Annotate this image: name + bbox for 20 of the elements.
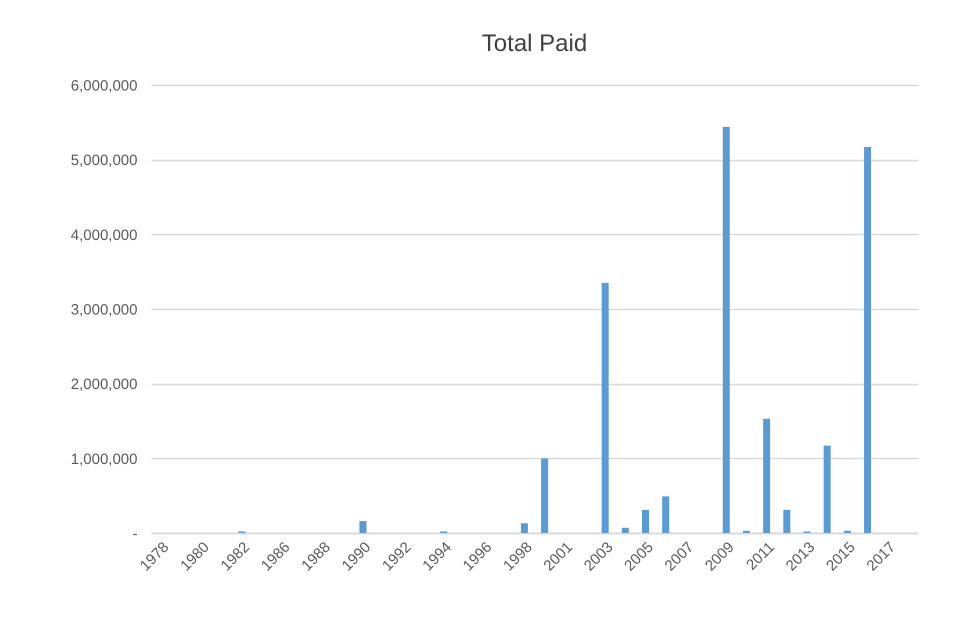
y-tick-label: 1,000,000 — [70, 450, 138, 468]
bar — [864, 146, 872, 533]
y-tick-label: - — [132, 526, 138, 542]
bar — [622, 528, 629, 533]
bar — [359, 521, 366, 533]
y-tick-label: 4,000,000 — [70, 226, 138, 244]
y-tick-label: 5,000,000 — [70, 152, 138, 170]
bar — [602, 282, 609, 533]
y-tick-label: 6,000,000 — [70, 78, 138, 94]
bar — [824, 446, 831, 533]
y-tick-label: 2,000,000 — [70, 376, 138, 394]
bar — [783, 510, 790, 533]
bar — [642, 510, 650, 533]
bar — [541, 458, 548, 533]
bar — [722, 126, 730, 533]
bar — [763, 418, 770, 533]
y-tick-label: 3,000,000 — [70, 302, 138, 318]
bar — [520, 523, 528, 533]
bar — [662, 496, 670, 533]
chart-title: Total Paid — [482, 30, 588, 57]
